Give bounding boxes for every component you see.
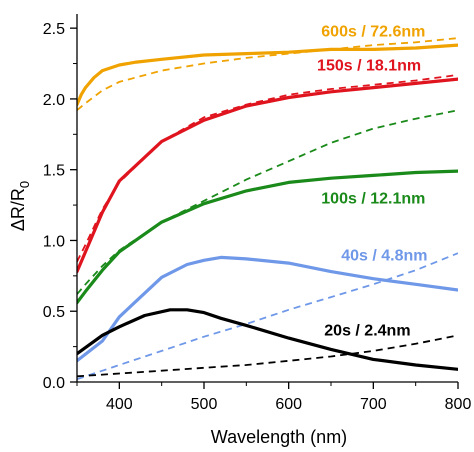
measured-line-1 bbox=[77, 77, 458, 274]
measured-line-4 bbox=[77, 308, 458, 371]
fit-line-0 bbox=[77, 37, 458, 111]
x-tick-label: 800 bbox=[445, 396, 472, 413]
series-lines bbox=[77, 37, 458, 381]
measured-line-2 bbox=[77, 169, 458, 305]
plot-area bbox=[77, 37, 458, 381]
fit-line-3 bbox=[77, 252, 458, 381]
x-tick-label: 500 bbox=[191, 396, 218, 413]
series-label-1: 150s / 18.1nm bbox=[317, 58, 421, 75]
y-tick-label: 1.0 bbox=[43, 233, 65, 250]
fit-line-2 bbox=[77, 109, 458, 295]
axes: 400 500 600 700 800 0.0 0.5 1.0 1.5 2.0 2.5 bbox=[43, 14, 472, 413]
fit-line-4 bbox=[77, 334, 458, 378]
y-tick-label: 2.5 bbox=[43, 21, 65, 38]
y-tick-label: 0.5 bbox=[43, 304, 65, 321]
measured-line-0 bbox=[77, 43, 458, 107]
y-tick-label: 0.0 bbox=[43, 375, 65, 392]
y-tick-label: 1.5 bbox=[43, 163, 65, 180]
y-tick-label: 2.0 bbox=[43, 92, 65, 109]
measured-line-3 bbox=[77, 255, 458, 363]
x-tick-label: 400 bbox=[106, 396, 133, 413]
y-axis-title: ΔR/R0 bbox=[8, 181, 32, 231]
x-tick-label: 600 bbox=[275, 396, 302, 413]
x-tick-label: 700 bbox=[360, 396, 387, 413]
series-label-0: 600s / 72.6nm bbox=[321, 24, 425, 41]
x-axis-title: Wavelength (nm) bbox=[211, 427, 347, 447]
series-label-4: 20s / 2.4nm bbox=[324, 322, 410, 339]
y-axis-title-main: ΔR/R bbox=[8, 188, 28, 231]
y-axis-title-sub: 0 bbox=[17, 181, 32, 188]
series-label-2: 100s / 12.1nm bbox=[321, 191, 425, 208]
series-label-3: 40s / 4.8nm bbox=[341, 247, 427, 264]
labels: 600s / 72.6nm 150s / 18.1nm 100s / 12.1nm 4… bbox=[317, 24, 427, 340]
